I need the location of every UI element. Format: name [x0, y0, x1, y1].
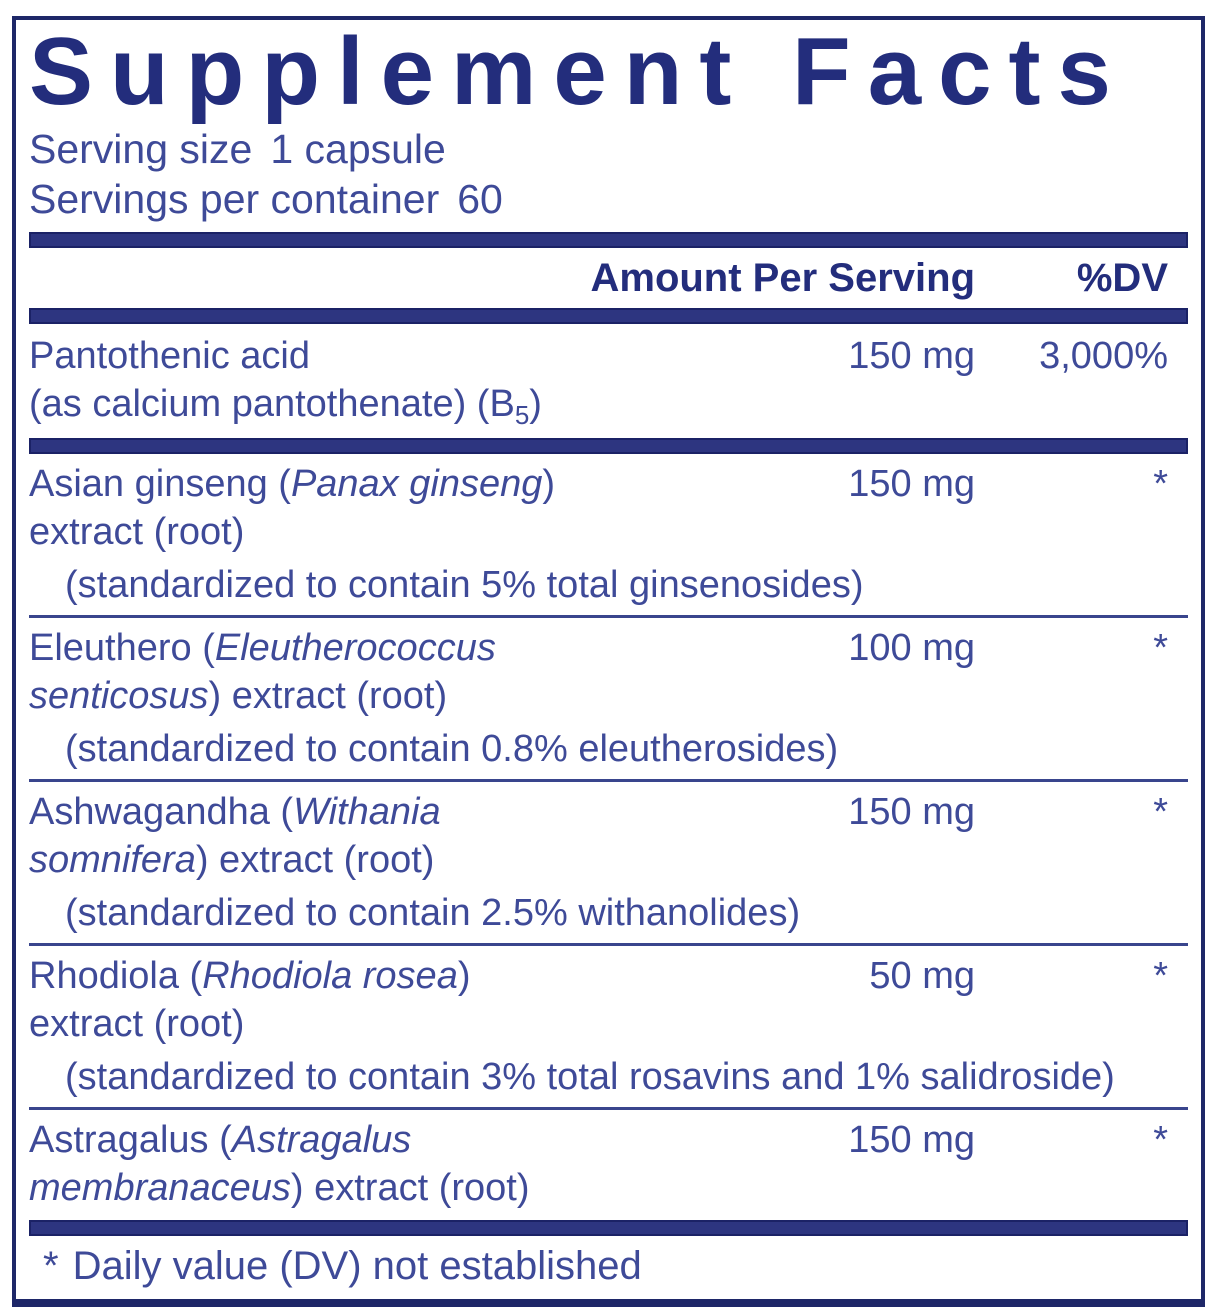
- ingredient-name: Eleuthero (Eleutherococcus: [29, 627, 496, 669]
- ingredient-amount: 150 mg: [848, 463, 975, 505]
- ingredient-dv: *: [1153, 627, 1168, 669]
- servings-per-container-line: Servings per container 60: [29, 174, 1188, 224]
- divider-line-thin: [29, 615, 1188, 618]
- table-row-asian-ginseng: Asian ginseng (Panax ginseng) 150 mg * e…: [29, 454, 1188, 615]
- table-row-rhodiola: Rhodiola (Rhodiola rosea) 50 mg * extrac…: [29, 946, 1188, 1107]
- table-row-astragalus: Astragalus (Astragalus 150 mg * membrana…: [29, 1110, 1188, 1218]
- ingredient-name-continued: membranaceus) extract (root): [29, 1167, 530, 1209]
- table-row-pantothenic-acid: Pantothenic acid 150 mg 3,000% (as calci…: [29, 324, 1188, 436]
- divider-bar-thick: [29, 438, 1188, 454]
- ingredient-name: Astragalus (Astragalus: [29, 1119, 412, 1161]
- standardization-note: (standardized to contain 3% total rosavi…: [65, 1056, 1115, 1098]
- ingredient-name-continued: extract (root): [29, 511, 245, 553]
- ingredient-name: Asian ginseng (Panax ginseng): [29, 463, 556, 505]
- percent-dv-header: %DV: [1076, 256, 1168, 300]
- footnote-asterisk: *: [43, 1244, 59, 1288]
- ingredient-dv: *: [1153, 791, 1168, 833]
- footnote-text: Daily value (DV) not established: [72, 1244, 642, 1288]
- ingredient-name: Rhodiola (Rhodiola rosea): [29, 955, 471, 997]
- ingredient-amount: 150 mg: [848, 335, 975, 377]
- amount-per-serving-header: Amount Per Serving: [590, 256, 975, 300]
- ingredient-name-continued: somnifera) extract (root): [29, 839, 435, 881]
- ingredient-amount: 150 mg: [848, 1119, 975, 1161]
- ingredient-dv: 3,000%: [1039, 335, 1168, 377]
- ingredient-name-continued: senticosus) extract (root): [29, 675, 448, 717]
- standardization-note: (standardized to contain 2.5% withanolid…: [65, 892, 801, 934]
- standardization-note: (standardized to contain 5% total ginsen…: [65, 564, 864, 606]
- divider-line-thin: [29, 1107, 1188, 1110]
- table-row-eleuthero: Eleuthero (Eleutherococcus 100 mg * sent…: [29, 618, 1188, 779]
- serving-size-value: 1 capsule: [270, 126, 446, 172]
- serving-size-label: Serving size: [29, 126, 253, 172]
- panel-title: Supplement Facts: [29, 18, 1128, 125]
- ingredient-dv: *: [1153, 463, 1168, 505]
- divider-line-thin: [29, 779, 1188, 782]
- ingredient-name-continued: (as calcium pantothenate) (B5): [29, 383, 542, 430]
- ingredient-amount: 150 mg: [848, 791, 975, 833]
- serving-size-line: Serving size 1 capsule: [29, 124, 1188, 174]
- ingredient-name: Pantothenic acid: [29, 335, 310, 377]
- divider-line-thin: [29, 943, 1188, 946]
- ingredient-name: Ashwagandha (Withania: [29, 791, 441, 833]
- servings-per-container-value: 60: [457, 176, 503, 222]
- ingredient-dv: *: [1153, 1119, 1168, 1161]
- supplement-facts-panel: Supplement Facts Serving size 1 capsule S…: [12, 16, 1205, 1307]
- divider-bar-thick: [29, 232, 1188, 248]
- ingredient-amount: 100 mg: [848, 627, 975, 669]
- divider-bar-thick: [29, 308, 1188, 324]
- table-row-ashwagandha: Ashwagandha (Withania 150 mg * somnifera…: [29, 782, 1188, 943]
- ingredient-name-continued: extract (root): [29, 1003, 245, 1045]
- ingredient-amount: 50 mg: [869, 955, 975, 997]
- divider-bar-thick: [29, 1220, 1188, 1236]
- servings-per-container-label: Servings per container: [29, 176, 440, 222]
- standardization-note: (standardized to contain 0.8% eleutheros…: [65, 728, 839, 770]
- table-header-row: Amount Per Serving %DV: [29, 248, 1188, 306]
- dv-footnote: * Daily value (DV) not established: [29, 1236, 1188, 1290]
- ingredient-dv: *: [1153, 955, 1168, 997]
